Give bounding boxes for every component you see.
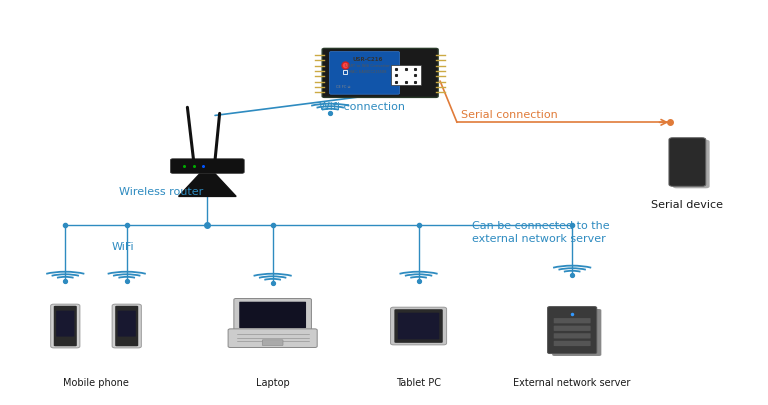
Text: WiFi: WiFi [111,242,134,252]
FancyBboxPatch shape [54,306,77,346]
Text: External network server: External network server [514,378,631,388]
FancyBboxPatch shape [118,311,136,337]
Text: Can be connected to the
external network server: Can be connected to the external network… [472,221,610,245]
FancyBboxPatch shape [552,309,601,356]
FancyBboxPatch shape [115,306,138,346]
FancyBboxPatch shape [390,65,421,85]
Text: MAC: EA800C215588: MAC: EA800C215588 [349,70,386,74]
FancyBboxPatch shape [398,313,439,339]
FancyBboxPatch shape [51,304,80,348]
FancyBboxPatch shape [56,311,74,337]
FancyBboxPatch shape [112,304,141,348]
FancyBboxPatch shape [554,318,591,323]
FancyBboxPatch shape [390,307,447,345]
Text: CE FC ②: CE FC ② [336,85,350,89]
FancyBboxPatch shape [233,298,312,331]
FancyBboxPatch shape [262,340,283,345]
FancyBboxPatch shape [170,159,244,173]
FancyBboxPatch shape [673,140,710,188]
FancyBboxPatch shape [554,341,591,346]
Polygon shape [178,172,237,196]
Text: Tablet PC: Tablet PC [396,378,441,388]
FancyBboxPatch shape [323,49,438,98]
Text: USR-C216: USR-C216 [353,58,383,62]
Text: Wireless router: Wireless router [119,188,204,197]
FancyBboxPatch shape [554,326,591,331]
FancyBboxPatch shape [554,333,591,339]
Text: Serial connection: Serial connection [461,111,558,120]
FancyBboxPatch shape [228,329,317,347]
FancyBboxPatch shape [240,302,306,328]
Text: UART to Wifi Converter: UART to Wifi Converter [346,64,390,68]
Text: Serial device: Serial device [651,200,723,209]
FancyBboxPatch shape [329,51,399,94]
Text: Mobile phone: Mobile phone [63,378,129,388]
Text: Laptop: Laptop [256,378,290,388]
FancyBboxPatch shape [395,309,442,343]
FancyBboxPatch shape [548,307,597,354]
FancyBboxPatch shape [669,138,706,186]
Text: Wifi connection: Wifi connection [319,102,405,112]
